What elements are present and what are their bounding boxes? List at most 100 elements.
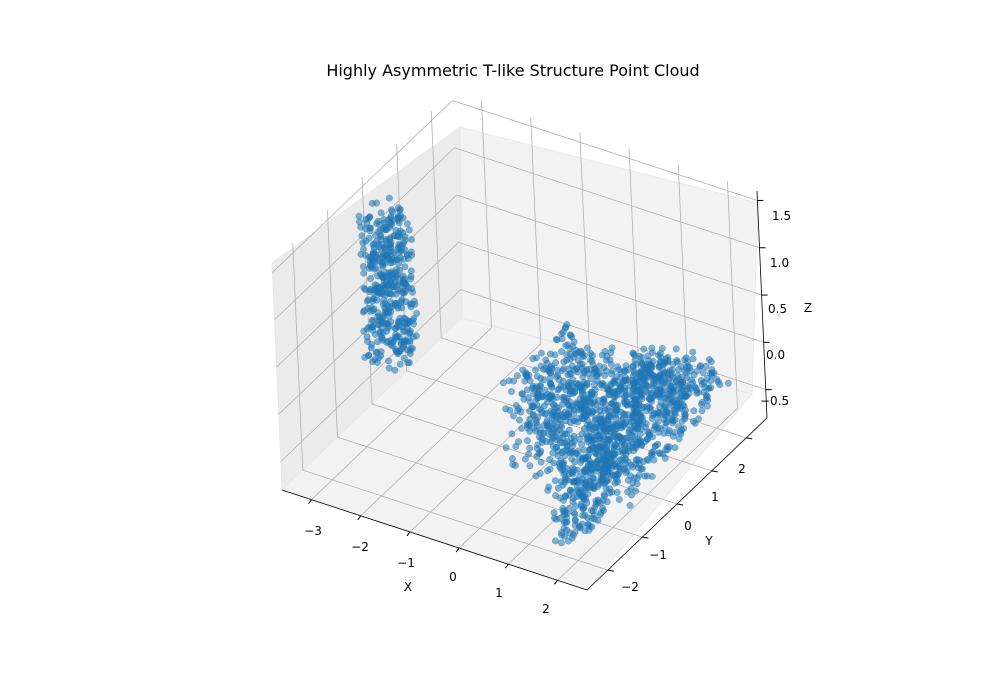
data-point xyxy=(551,351,559,359)
data-point xyxy=(583,344,591,352)
data-point xyxy=(724,379,732,387)
data-point xyxy=(584,434,592,442)
x-gridline-wall xyxy=(628,149,640,377)
data-point xyxy=(655,428,663,436)
data-point xyxy=(673,358,681,366)
data-point xyxy=(395,243,403,251)
data-point xyxy=(707,358,715,366)
data-point xyxy=(502,444,510,452)
data-point xyxy=(518,425,526,432)
data-point xyxy=(604,476,612,484)
data-point xyxy=(703,402,711,410)
data-point xyxy=(596,511,604,518)
data-point xyxy=(569,478,577,486)
data-point xyxy=(533,372,541,380)
data-point xyxy=(367,254,375,261)
data-point xyxy=(602,444,610,451)
y-gridline-floor xyxy=(302,469,608,571)
y-tick-mark xyxy=(746,437,753,440)
data-point xyxy=(390,232,398,240)
data-point xyxy=(389,208,397,216)
data-point xyxy=(540,365,548,373)
data-point xyxy=(559,328,567,336)
y-gridline-wall xyxy=(326,210,338,438)
data-point xyxy=(412,332,420,340)
data-point xyxy=(408,236,415,243)
data-point xyxy=(638,354,646,362)
x-tick-label: −2 xyxy=(351,540,369,554)
data-point xyxy=(381,243,388,251)
y-tick-label: −2 xyxy=(621,580,639,594)
data-point xyxy=(566,350,574,358)
x-gridline-wall xyxy=(677,165,689,393)
data-point xyxy=(368,199,376,207)
data-point xyxy=(355,212,363,220)
data-point xyxy=(544,398,551,406)
data-point xyxy=(377,209,385,217)
data-point xyxy=(565,413,573,420)
data-point xyxy=(607,370,615,378)
data-point xyxy=(678,417,686,425)
data-point xyxy=(639,366,646,374)
data-point xyxy=(662,403,669,411)
data-point xyxy=(400,341,408,349)
data-point xyxy=(661,411,669,419)
data-point xyxy=(544,486,552,494)
data-point xyxy=(594,447,602,455)
data-point xyxy=(560,518,568,526)
x-axis-line xyxy=(281,489,588,591)
data-point xyxy=(561,478,569,486)
data-point xyxy=(554,484,562,492)
data-point xyxy=(385,357,392,365)
data-point xyxy=(367,304,375,312)
z-axis-line xyxy=(756,190,768,419)
data-point xyxy=(401,263,409,271)
data-point xyxy=(366,224,374,232)
data-point xyxy=(550,509,558,517)
data-point xyxy=(375,251,383,259)
data-point xyxy=(580,379,588,386)
data-point xyxy=(608,425,616,433)
data-point xyxy=(584,407,592,415)
data-point xyxy=(569,402,577,410)
data-point xyxy=(627,418,635,426)
data-point xyxy=(553,436,561,444)
tick-marks xyxy=(308,199,772,585)
data-point xyxy=(603,436,611,444)
data-point xyxy=(666,427,673,434)
data-point xyxy=(391,366,399,374)
data-point xyxy=(521,377,529,385)
data-point xyxy=(664,396,672,404)
data-point xyxy=(626,502,634,509)
data-point xyxy=(572,365,580,373)
data-point xyxy=(597,477,605,485)
data-point xyxy=(571,528,579,536)
z-tick-label: −0.5 xyxy=(760,394,789,408)
x-tick-labels: −3 −2 −1 0 1 2 xyxy=(304,524,550,616)
data-point xyxy=(642,387,650,395)
data-point xyxy=(558,410,566,418)
data-point xyxy=(607,455,614,463)
x-axis-label: X xyxy=(404,580,412,594)
data-point xyxy=(379,261,387,269)
data-point xyxy=(637,391,645,399)
data-point xyxy=(398,323,406,331)
data-point xyxy=(634,418,642,426)
data-point xyxy=(556,416,564,424)
data-point xyxy=(364,351,372,359)
data-point xyxy=(648,449,656,456)
data-point xyxy=(626,442,634,450)
data-point xyxy=(403,220,411,228)
data-point xyxy=(601,492,608,500)
data-point xyxy=(644,435,652,443)
data-point xyxy=(650,456,658,464)
data-point xyxy=(586,446,594,454)
data-point xyxy=(710,369,718,377)
data-point xyxy=(385,364,393,372)
x-tick-label: 2 xyxy=(542,602,550,616)
data-point xyxy=(508,430,516,438)
data-point xyxy=(571,458,579,466)
data-point xyxy=(556,515,564,522)
data-point xyxy=(633,456,641,464)
data-point xyxy=(558,531,566,539)
